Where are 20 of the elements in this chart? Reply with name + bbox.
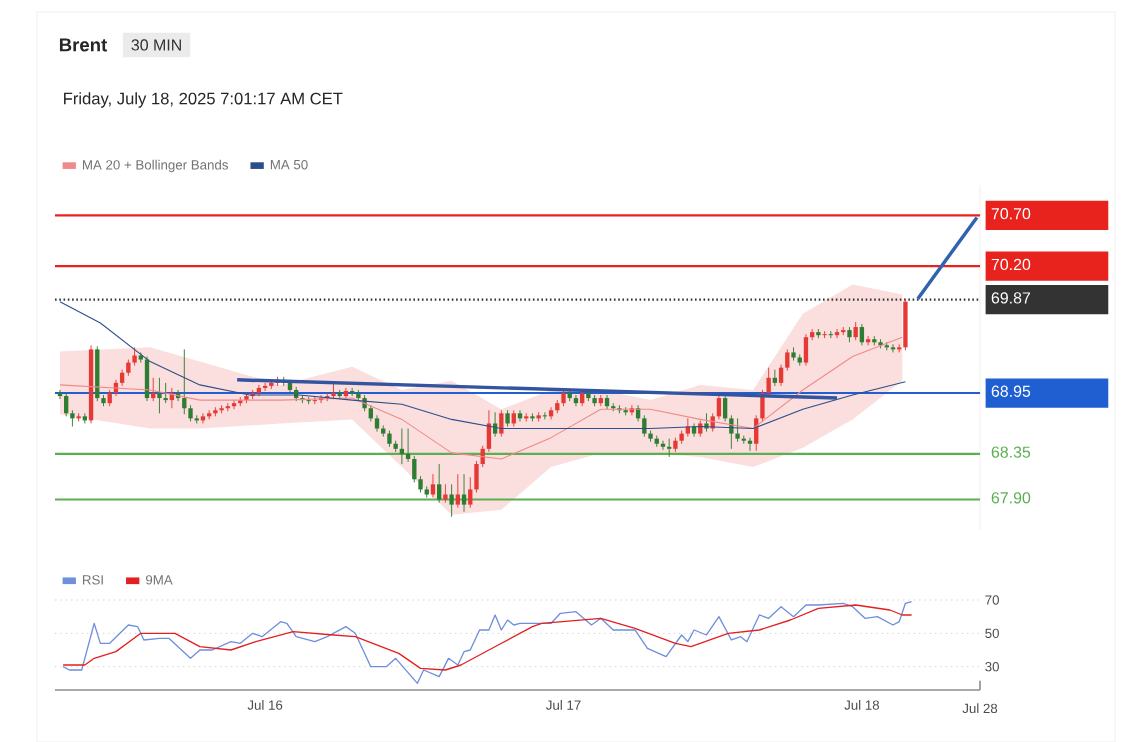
chart-subtitle: Friday, July 18, 2025 7:01:17 AM CET — [64, 92, 343, 108]
x-tick-label: Jul 18 — [844, 700, 880, 710]
chart-title: Brent — [59, 38, 108, 52]
legend-label: 9MA — [145, 575, 173, 585]
y-tick-label: 50 — [985, 628, 999, 639]
text: 30 MIN — [131, 39, 181, 51]
text: Jul 28 — [962, 703, 998, 714]
y-tick-label: 70.20 — [991, 258, 1031, 271]
legend-label: MA 50 — [270, 159, 308, 170]
y-tick-label: 30 — [985, 661, 999, 672]
y-tick-label: 68.35 — [991, 446, 1031, 458]
y-tick-label: 70 — [985, 595, 999, 605]
x-tick-label: Jul 16 — [247, 700, 283, 710]
y-tick-label: 69.87 — [991, 292, 1031, 304]
legend-label: MA 20 + Bollinger Bands — [82, 159, 228, 173]
y-tick-label: 68.95 — [991, 385, 1031, 397]
y-tick-label: 70.70 — [991, 208, 1031, 220]
y-tick-label: 67.90 — [991, 492, 1031, 504]
x-tick-label: Jul 17 — [545, 700, 581, 710]
legend-label: RSI — [82, 575, 103, 585]
